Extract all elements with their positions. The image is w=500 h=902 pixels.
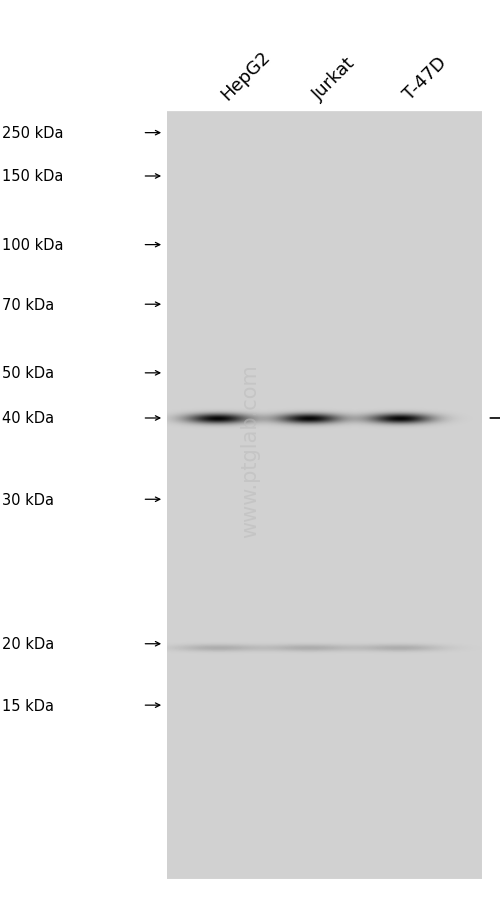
Text: T-47D: T-47D [400, 54, 450, 104]
Text: 100 kDa: 100 kDa [2, 238, 64, 253]
Text: 15 kDa: 15 kDa [2, 698, 54, 713]
Text: 40 kDa: 40 kDa [2, 411, 54, 426]
Text: 250 kDa: 250 kDa [2, 126, 64, 141]
Text: 70 kDa: 70 kDa [2, 298, 55, 312]
Text: 150 kDa: 150 kDa [2, 170, 64, 184]
Text: 50 kDa: 50 kDa [2, 366, 54, 381]
FancyBboxPatch shape [168, 113, 482, 879]
Text: 20 kDa: 20 kDa [2, 637, 55, 651]
Text: 30 kDa: 30 kDa [2, 492, 54, 507]
Text: HepG2: HepG2 [218, 48, 274, 104]
Text: www.ptglab.com: www.ptglab.com [240, 364, 260, 538]
Text: Jurkat: Jurkat [309, 54, 358, 104]
